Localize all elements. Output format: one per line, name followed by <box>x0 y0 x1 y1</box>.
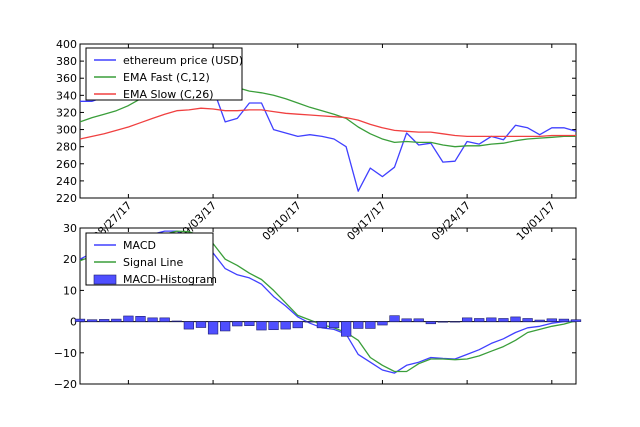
macd-chart: −20 −10 0 10 20 30 MACD Signal Line MACD-Histogr… <box>54 222 582 391</box>
histogram-bar <box>570 319 582 322</box>
series-line-0 <box>79 230 577 374</box>
plot-frame <box>79 43 577 199</box>
plot-frame <box>79 227 577 385</box>
histogram-bar <box>377 321 388 326</box>
histogram-bar <box>474 318 485 322</box>
histogram-bar <box>341 321 352 337</box>
histogram-bar <box>183 321 195 330</box>
histogram-bar <box>159 317 170 322</box>
histogram-bar <box>558 318 570 322</box>
legend-entry: ethereum price (USD) <box>123 54 243 67</box>
y-tick-label: 0 <box>70 316 77 329</box>
histogram-bar <box>147 317 158 322</box>
histogram-bar <box>522 318 533 322</box>
histogram-bar <box>195 321 207 328</box>
histogram-bar <box>353 321 364 329</box>
histogram-bar <box>171 320 182 322</box>
y-tick-label: 280 <box>56 141 77 154</box>
histogram-bar <box>486 317 497 322</box>
legend: ethereum price (USD) EMA Fast (C,12) EMA S… <box>85 47 243 101</box>
x-tick-label: 09/24/17 <box>429 199 473 243</box>
y-tick-label: 220 <box>56 192 77 205</box>
y-tick-label: 30 <box>63 222 77 235</box>
histogram-bar <box>534 319 545 322</box>
histogram-bar <box>232 321 243 327</box>
y-tick-label: 260 <box>56 158 77 171</box>
histogram-bar <box>365 321 376 329</box>
y-tick-label: 400 <box>56 38 77 51</box>
y-tick-label: 300 <box>56 124 77 137</box>
y-tick-label: 20 <box>63 253 77 266</box>
y-tick-label: 380 <box>56 55 77 68</box>
histogram-bar <box>207 321 219 335</box>
histogram-bar <box>401 318 412 322</box>
y-tick-label: −10 <box>54 347 77 360</box>
histogram-bar <box>498 318 509 322</box>
histogram-bar <box>268 321 279 331</box>
legend-entry: EMA Fast (C,12) <box>123 71 210 84</box>
y-tick-label: 240 <box>56 175 77 188</box>
histogram-bar <box>220 321 231 332</box>
histogram-bar <box>99 319 110 322</box>
histogram-bar <box>546 318 557 322</box>
histogram-bar <box>510 316 521 322</box>
x-tick-label: 09/17/17 <box>344 199 388 243</box>
x-tick-label: 09/10/17 <box>260 199 304 243</box>
histogram-bar <box>74 318 86 322</box>
histogram-bar <box>328 321 340 329</box>
histogram-bar <box>437 321 449 323</box>
y-tick-label: 360 <box>56 72 77 85</box>
histogram-bar <box>304 321 315 323</box>
histogram-bar <box>389 315 400 322</box>
legend-swatch <box>93 274 117 285</box>
histogram-bar <box>256 321 267 331</box>
legend-entry: Signal Line <box>123 256 183 269</box>
histogram-bar <box>292 321 303 329</box>
histogram-bar <box>244 321 255 326</box>
legend-frame <box>85 47 243 101</box>
legend-entry: MACD-Histogram <box>123 273 217 286</box>
series-line-2 <box>79 107 576 140</box>
histogram-bar <box>86 319 98 322</box>
histogram-bar <box>316 321 328 329</box>
histogram-bar <box>135 315 146 322</box>
x-tick-label: 10/01/17 <box>514 199 558 243</box>
y-tick-label: 340 <box>56 89 77 102</box>
histogram-bar <box>111 318 122 322</box>
legend-entry: MACD <box>123 239 156 252</box>
legend: MACD Signal Line MACD-Histogram <box>85 232 217 286</box>
histogram-bar <box>449 321 461 323</box>
histogram-bar <box>413 318 424 322</box>
histogram-bar <box>461 317 473 322</box>
y-tick-label: 320 <box>56 106 77 119</box>
histogram-bar <box>425 321 436 325</box>
y-tick-label: 10 <box>63 284 77 297</box>
legend-entry: EMA Slow (C,26) <box>123 88 213 101</box>
y-tick-label: −20 <box>54 378 77 391</box>
histogram-bar <box>123 315 134 322</box>
histogram-bar <box>280 321 291 330</box>
